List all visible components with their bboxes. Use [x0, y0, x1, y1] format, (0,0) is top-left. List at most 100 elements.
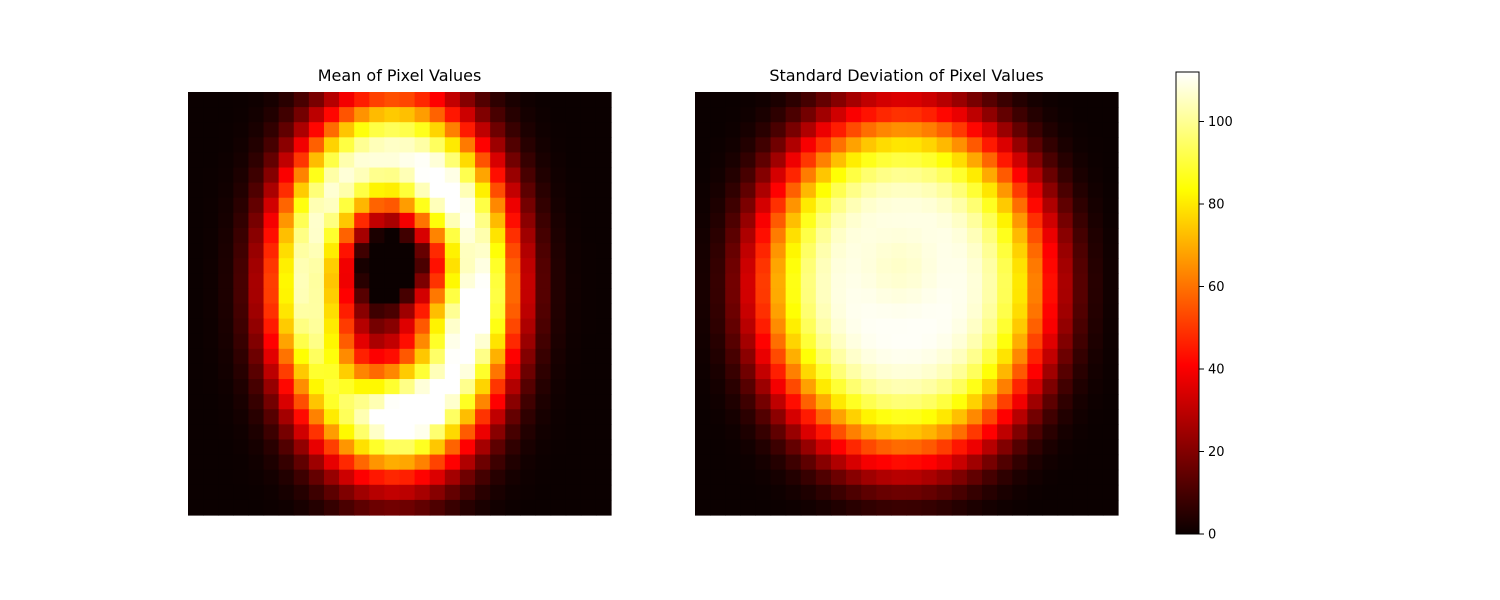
- heatmap-cell: [520, 454, 537, 471]
- heatmap-cell: [580, 363, 597, 380]
- heatmap-cell: [785, 167, 802, 184]
- heatmap-cell: [233, 424, 250, 441]
- heatmap-cell: [384, 379, 401, 395]
- heatmap-cell: [966, 333, 983, 350]
- heatmap-cell: [891, 92, 908, 108]
- heatmap-cell: [520, 424, 537, 441]
- heatmap-cell: [936, 212, 953, 229]
- colorbar-tick-label: 60: [1208, 280, 1225, 295]
- heatmap-cell: [475, 122, 491, 138]
- heatmap-cell: [233, 258, 250, 274]
- heatmap-cell: [876, 288, 892, 305]
- heatmap-cell: [1072, 92, 1089, 108]
- heatmap-cell: [505, 409, 521, 425]
- heatmap-cell: [565, 484, 582, 501]
- heatmap-cell: [203, 243, 219, 259]
- heatmap-cell: [580, 303, 597, 320]
- heatmap-cell: [997, 363, 1013, 380]
- heatmap-cell: [936, 409, 953, 425]
- heatmap-cell: [755, 348, 772, 365]
- heatmap-cell: [505, 243, 521, 259]
- heatmap-cell: [218, 197, 234, 214]
- heatmap-cell: [1072, 409, 1089, 425]
- heatmap-cell: [1042, 243, 1059, 259]
- heatmap-cell: [815, 303, 832, 320]
- heatmap-cell: [906, 499, 923, 516]
- heatmap-cell: [891, 122, 908, 138]
- heatmap-cell: [263, 122, 280, 138]
- heatmap-cell: [565, 288, 582, 305]
- heatmap-cell: [293, 167, 310, 184]
- heatmap-cell: [384, 454, 401, 471]
- heatmap-cell: [1102, 92, 1119, 108]
- heatmap-cell: [248, 363, 265, 380]
- heatmap-cell: [595, 288, 612, 305]
- heatmap-cell: [1027, 152, 1044, 169]
- heatmap-cell: [815, 394, 832, 410]
- heatmap-cell: [966, 107, 983, 123]
- heatmap-cell: [695, 243, 711, 259]
- heatmap-cell: [755, 318, 772, 335]
- heatmap-cell: [876, 167, 892, 184]
- heatmap-cell: [505, 318, 521, 335]
- heatmap-cell: [1042, 92, 1059, 108]
- heatmap-cell: [369, 363, 385, 380]
- heatmap-cell: [785, 409, 802, 425]
- heatmap-cell: [565, 439, 582, 456]
- heatmap-cell: [520, 167, 537, 184]
- heatmap-cell: [830, 333, 847, 350]
- heatmap-cell: [535, 439, 552, 456]
- heatmap-cell: [308, 499, 325, 516]
- heatmap-cell: [520, 182, 537, 199]
- heatmap-cell: [429, 363, 446, 380]
- heatmap-cell: [475, 484, 491, 501]
- heatmap-cell: [414, 439, 431, 456]
- heatmap-cell: [755, 227, 772, 244]
- heatmap-cell: [550, 348, 567, 365]
- heatmap-cell: [1042, 288, 1059, 305]
- heatmap-cell: [815, 243, 832, 259]
- heatmap-cell: [846, 379, 862, 395]
- heatmap-cell: [951, 122, 968, 138]
- heatmap-cell: [1042, 137, 1059, 154]
- heatmap-cell: [891, 363, 908, 380]
- heatmap-cell: [429, 243, 446, 259]
- heatmap-cell: [755, 424, 772, 441]
- heatmap-cell: [339, 92, 355, 108]
- heatmap-cell: [710, 469, 726, 486]
- heatmap-cell: [921, 182, 938, 199]
- heatmap-cell: [695, 137, 711, 154]
- heatmap-cell: [1072, 137, 1089, 154]
- heatmap-cell: [861, 107, 877, 123]
- heatmap-cell: [815, 439, 832, 456]
- heatmap-cell: [997, 303, 1013, 320]
- heatmap-cell: [550, 227, 567, 244]
- heatmap-cell: [710, 122, 726, 138]
- heatmap-cell: [278, 107, 295, 123]
- heatmap-cell: [384, 167, 401, 184]
- heatmap-cell: [550, 379, 567, 395]
- heatmap-cell: [1012, 303, 1028, 320]
- heatmap-cell: [595, 107, 612, 123]
- heatmap-cell: [535, 454, 552, 471]
- heatmap-cell: [535, 227, 552, 244]
- heatmap-cell: [966, 273, 983, 289]
- heatmap-cell: [218, 379, 234, 395]
- heatmap-cell: [218, 137, 234, 154]
- heatmap-cell: [1072, 243, 1089, 259]
- heatmap-cell: [414, 499, 431, 516]
- heatmap-cell: [966, 197, 983, 214]
- heatmap-cell: [535, 379, 552, 395]
- heatmap-cell: [982, 499, 998, 516]
- heatmap-cell: [1057, 409, 1074, 425]
- heatmap-cell: [263, 484, 280, 501]
- heatmap-cell: [399, 303, 416, 320]
- heatmap-cell: [384, 439, 401, 456]
- heatmap-cell: [595, 348, 612, 365]
- heatmap-cell: [710, 107, 726, 123]
- heatmap-cell: [595, 424, 612, 441]
- heatmap-cell: [906, 439, 923, 456]
- heatmap-cell: [846, 394, 862, 410]
- heatmap-cell: [876, 92, 892, 108]
- heatmap-cell: [815, 454, 832, 471]
